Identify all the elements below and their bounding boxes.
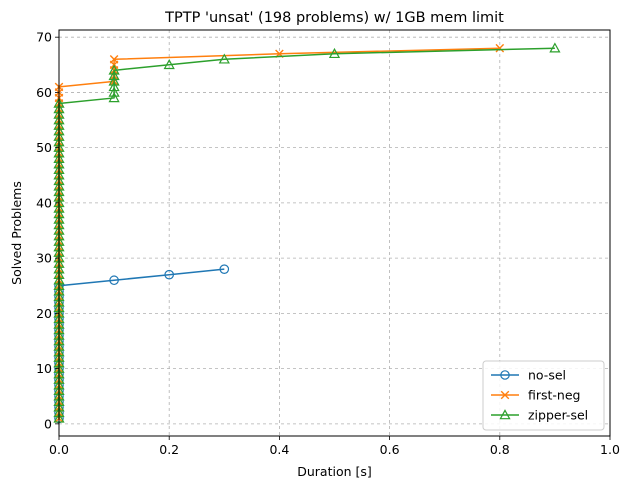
- legend-label: zipper-sel: [528, 408, 588, 423]
- y-tick-label: 0: [44, 416, 52, 431]
- legend-marker: [500, 370, 510, 380]
- y-tick-label: 30: [36, 251, 52, 266]
- legend-item: first-neg: [491, 388, 580, 403]
- legend-label: no-sel: [528, 368, 566, 383]
- legend-box: [482, 360, 605, 431]
- data-point: [495, 43, 505, 53]
- data-point: [219, 264, 230, 274]
- plot-frame: [58, 29, 611, 437]
- data-point: [108, 75, 120, 86]
- data-point: [108, 92, 120, 103]
- legend-marker: [500, 390, 510, 400]
- x-tick-label: 0.4: [269, 442, 289, 457]
- x-axis-label: Duration [s]: [297, 464, 372, 479]
- data-point: [328, 47, 341, 59]
- data-point: [108, 70, 120, 81]
- data-point: [108, 86, 120, 97]
- x-tick-label: 0.8: [490, 442, 510, 457]
- y-tick-label: 60: [36, 85, 52, 100]
- x-tick-label: 0.6: [380, 442, 400, 457]
- legend-item: no-sel: [491, 368, 566, 383]
- chart-title: TPTP 'unsat' (198 problems) w/ 1GB mem l…: [164, 10, 504, 26]
- legend-item: zipper-sel: [491, 408, 588, 423]
- y-tick-label: 50: [36, 140, 52, 155]
- data-point: [218, 53, 230, 64]
- x-tick-label: 0.2: [159, 442, 179, 457]
- ticks: 0.0 0.2 0.4 0.6 0.8 1.0 0 10 20 30 40 50 60 70: [36, 30, 620, 457]
- data-point: [108, 64, 120, 75]
- y-tick-label: 10: [36, 361, 52, 376]
- data-point: [109, 54, 119, 64]
- y-tick-label: 70: [36, 30, 52, 45]
- y-axis-label: Solved Problems: [9, 181, 24, 285]
- data-point: [109, 275, 119, 286]
- x-tick-label: 1.0: [600, 442, 620, 457]
- data-point: [108, 81, 120, 92]
- data-point: [163, 58, 175, 70]
- data-point: [164, 269, 174, 280]
- data-point: [549, 42, 561, 53]
- y-tick-label: 20: [36, 306, 52, 321]
- legend-marker: [499, 409, 511, 420]
- legend-label: first-neg: [528, 388, 580, 403]
- legend: no-sel first-neg zipper-sel: [482, 360, 605, 431]
- y-tick-label: 40: [36, 195, 52, 210]
- x-tick-label: 0.0: [49, 442, 69, 457]
